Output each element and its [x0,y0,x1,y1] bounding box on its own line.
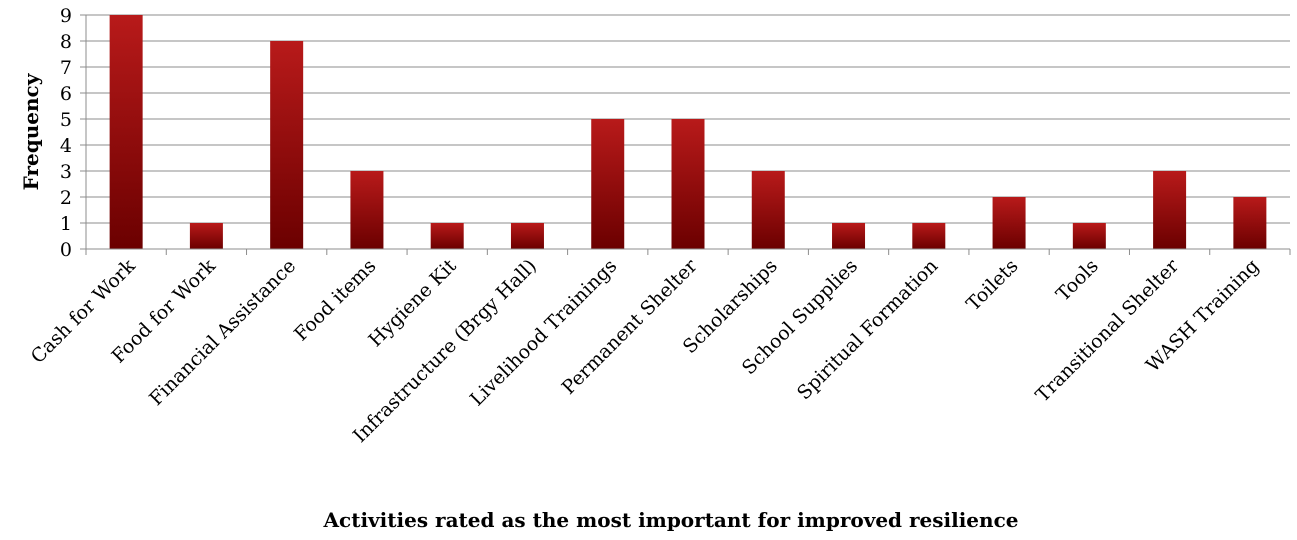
bar [832,223,866,249]
bar [1072,223,1106,249]
bar [270,41,304,249]
bar [591,119,625,249]
x-tick-label: Permanent Shelter [558,254,703,399]
y-tick-label: 3 [60,161,72,183]
bar [912,223,946,249]
bar [671,119,705,249]
y-tick-label: 0 [60,239,72,261]
bar [1153,171,1187,249]
x-tick-label: Tools [1052,255,1103,306]
y-tick-label: 8 [60,31,72,53]
y-tick-label: 5 [60,109,72,131]
y-tick-label: 9 [60,5,72,27]
x-tick-label: Livelihood Trainings [466,255,621,410]
y-tick-label: 6 [60,83,72,105]
x-tick-label: Toilets [962,255,1022,315]
bar [109,15,143,249]
bar [510,223,544,249]
bar [1233,197,1267,249]
y-tick-label: 4 [60,135,72,157]
axes [80,14,1291,255]
x-tick-label: Transitional Shelter [1031,254,1183,406]
bars [109,15,1267,249]
bar [350,171,384,249]
bar [189,223,223,249]
y-tick-label: 7 [60,57,72,79]
bar [992,197,1026,249]
y-tick-label: 2 [60,187,72,209]
y-axis-title: Frequency [19,72,43,190]
bar [430,223,464,249]
y-tick-labels: 0 1 2 3 4 5 6 7 8 9 [60,5,72,261]
x-tick-label: Financial Assistance [145,255,300,410]
bar [751,171,785,249]
x-axis-title: Activities rated as the most important f… [323,508,1019,532]
x-tick-label: Spiritual Formation [793,255,942,404]
y-tick-label: 1 [60,213,72,235]
